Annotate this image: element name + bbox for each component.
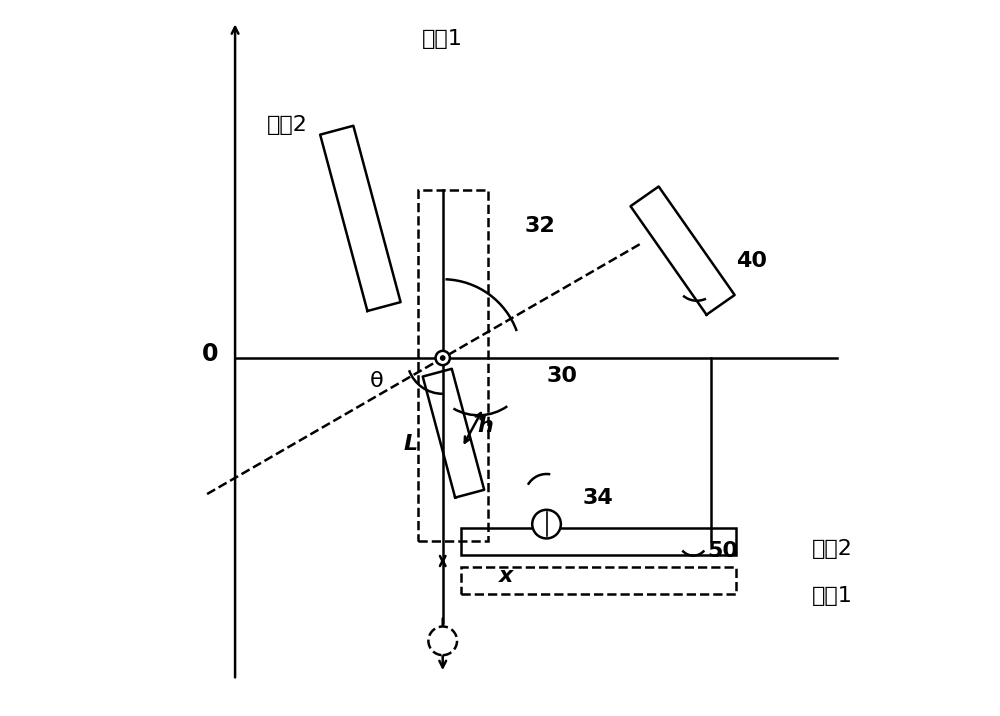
Text: 32: 32	[525, 216, 556, 236]
Text: 位置1: 位置1	[422, 29, 463, 49]
Text: 位置2: 位置2	[267, 115, 308, 135]
Text: θ: θ	[370, 371, 384, 391]
Text: 位置2: 位置2	[811, 539, 852, 559]
Text: 34: 34	[582, 488, 613, 508]
Circle shape	[428, 626, 457, 655]
Text: h: h	[478, 416, 494, 436]
Circle shape	[532, 510, 561, 538]
Text: 30: 30	[547, 366, 578, 386]
Text: 40: 40	[736, 251, 767, 271]
Text: 位置1: 位置1	[811, 586, 852, 606]
Circle shape	[441, 356, 445, 360]
Text: 0: 0	[202, 342, 218, 367]
Text: 50: 50	[708, 541, 739, 561]
Circle shape	[436, 351, 450, 365]
Text: x: x	[499, 566, 513, 586]
Text: L: L	[403, 434, 418, 454]
